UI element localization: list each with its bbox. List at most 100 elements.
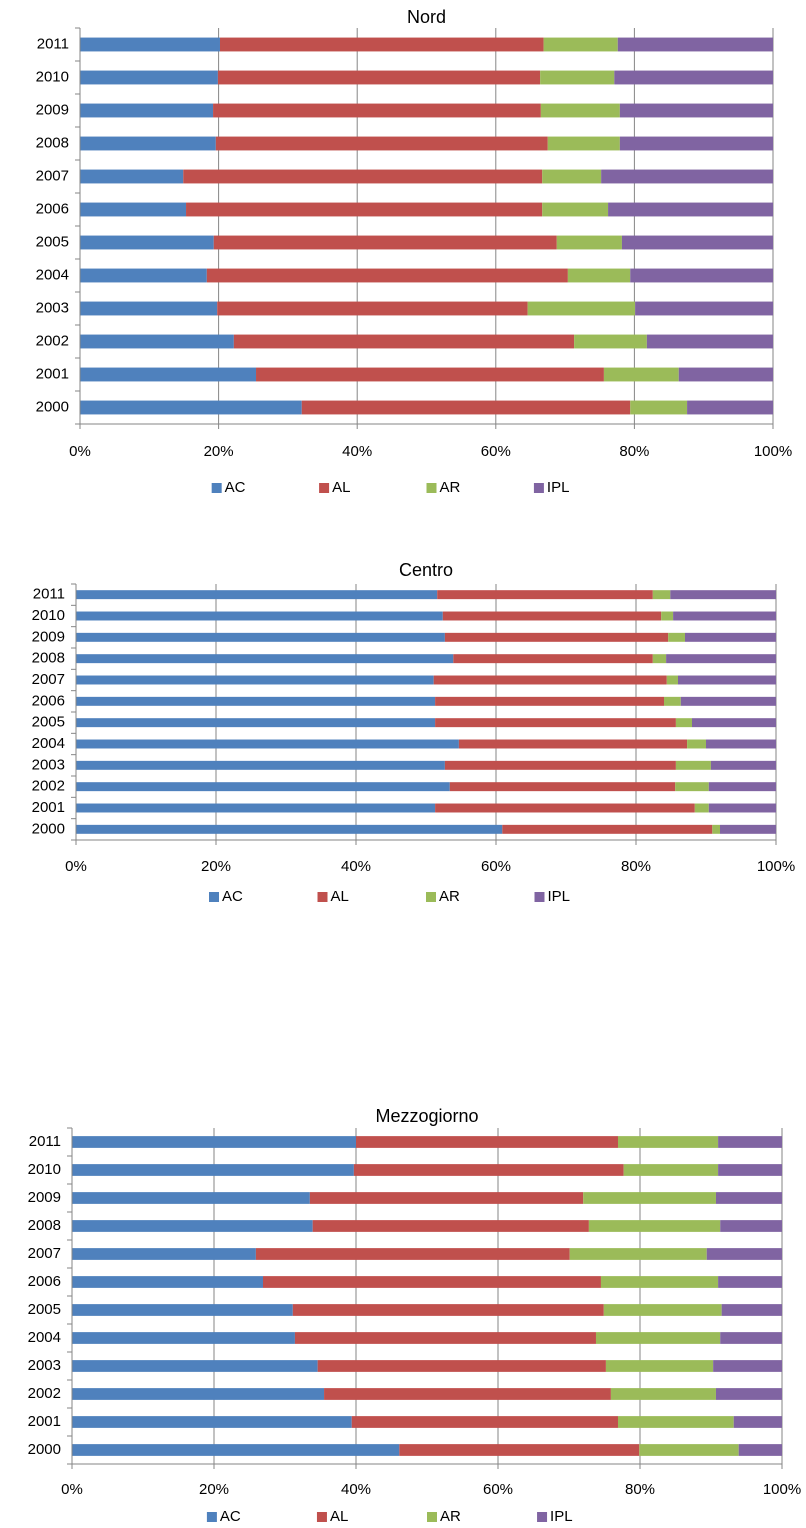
y-tick-label: 2004	[32, 735, 65, 752]
legend-swatch	[533, 483, 544, 493]
bar-segment	[635, 301, 773, 316]
y-tick-label: 2009	[36, 101, 69, 118]
bar-segment	[610, 1388, 716, 1400]
chart-title: Nord	[407, 7, 446, 27]
bar-segment	[219, 37, 544, 52]
y-tick-label: 2000	[28, 1441, 61, 1458]
bar-segment	[567, 268, 631, 283]
bar-segment	[80, 37, 220, 52]
bar-segment	[718, 1276, 782, 1288]
legend-swatch	[317, 892, 328, 902]
y-tick-label: 2004	[28, 1329, 61, 1346]
legend-label: IPL	[548, 888, 571, 905]
legend-swatch	[426, 892, 436, 902]
bar-segment	[255, 1248, 570, 1260]
x-tick-label: 80%	[625, 1481, 655, 1498]
bar-segment	[233, 334, 575, 349]
bar-segment	[80, 235, 214, 250]
x-tick-label: 100%	[754, 443, 792, 460]
y-tick-label: 2005	[36, 233, 69, 250]
legend-label: AL	[332, 479, 350, 496]
bar-segment	[608, 202, 773, 217]
x-tick-label: 40%	[342, 443, 372, 460]
bar-segment	[630, 400, 688, 415]
bar-segment	[664, 696, 681, 706]
bar-segment	[72, 1360, 318, 1372]
legend-label: AC	[222, 888, 243, 905]
bar-segment	[556, 235, 622, 250]
y-tick-label: 2009	[28, 1189, 61, 1206]
bar-segment	[72, 1192, 310, 1204]
bar-segment	[713, 1360, 782, 1372]
y-tick-label: 2000	[36, 398, 69, 415]
bar-segment	[317, 1360, 606, 1372]
bar-segment	[666, 675, 678, 685]
x-tick-label: 80%	[619, 443, 649, 460]
y-tick-label: 2005	[28, 1301, 61, 1318]
bar-segment	[583, 1192, 716, 1204]
y-tick-label: 2007	[36, 167, 69, 184]
bar-segment	[715, 1192, 782, 1204]
bar-segment	[547, 136, 620, 151]
x-tick-label: 100%	[757, 858, 795, 875]
bar-segment	[72, 1164, 354, 1176]
bar-segment	[183, 169, 543, 184]
bar-segment	[721, 1304, 782, 1316]
bar-segment	[76, 611, 443, 621]
bar-segment	[710, 760, 776, 770]
bar-segment	[351, 1416, 618, 1428]
bar-segment	[80, 103, 214, 118]
bar-segment	[712, 824, 720, 834]
bar-segment	[675, 782, 709, 792]
bar-segment	[600, 1276, 719, 1288]
bar-segment	[617, 1416, 734, 1428]
y-tick-label: 2002	[36, 332, 69, 349]
y-tick-label: 2001	[36, 365, 69, 382]
y-tick-label: 2008	[36, 134, 69, 151]
bar-segment	[621, 235, 773, 250]
legend-swatch	[211, 483, 222, 493]
x-tick-label: 60%	[483, 1481, 513, 1498]
bar-segment	[706, 739, 776, 749]
bar-segment	[444, 760, 676, 770]
bar-segment	[301, 400, 631, 415]
bar-segment	[603, 1304, 722, 1316]
bar-segment	[72, 1388, 325, 1400]
bar-segment	[76, 675, 434, 685]
bar-segment	[72, 1220, 313, 1232]
y-tick-label: 2003	[36, 299, 69, 316]
legend-swatch	[534, 892, 545, 902]
bar-segment	[435, 696, 664, 706]
y-tick-label: 2003	[32, 756, 65, 773]
bar-segment	[595, 1332, 721, 1344]
bar-segment	[675, 718, 692, 728]
bar-segment	[670, 590, 776, 600]
bar-segment	[603, 367, 679, 382]
legend-swatch	[316, 1512, 327, 1522]
x-tick-label: 100%	[763, 1481, 801, 1498]
bar-segment	[80, 367, 257, 382]
bar-segment	[458, 739, 688, 749]
bar-segment	[720, 824, 776, 834]
y-tick-label: 2002	[28, 1385, 61, 1402]
bar-segment	[601, 169, 773, 184]
bar-segment	[76, 632, 445, 642]
legend-label: AC	[225, 479, 246, 496]
x-tick-label: 80%	[621, 858, 651, 875]
bar-segment	[527, 301, 636, 316]
bar-segment	[708, 782, 776, 792]
bar-segment	[437, 590, 653, 600]
y-tick-label: 2002	[32, 778, 65, 795]
x-tick-label: 40%	[341, 858, 371, 875]
legend-swatch	[319, 483, 330, 493]
bar-segment	[76, 824, 503, 834]
bar-segment	[738, 1444, 782, 1456]
bar-segment	[72, 1332, 295, 1344]
bar-segment	[435, 718, 676, 728]
legend-swatch	[206, 1512, 217, 1522]
y-tick-label: 2001	[28, 1413, 61, 1430]
bar-segment	[502, 824, 713, 834]
x-tick-label: 20%	[204, 443, 234, 460]
bar-segment	[76, 782, 450, 792]
bar-segment	[72, 1248, 256, 1260]
